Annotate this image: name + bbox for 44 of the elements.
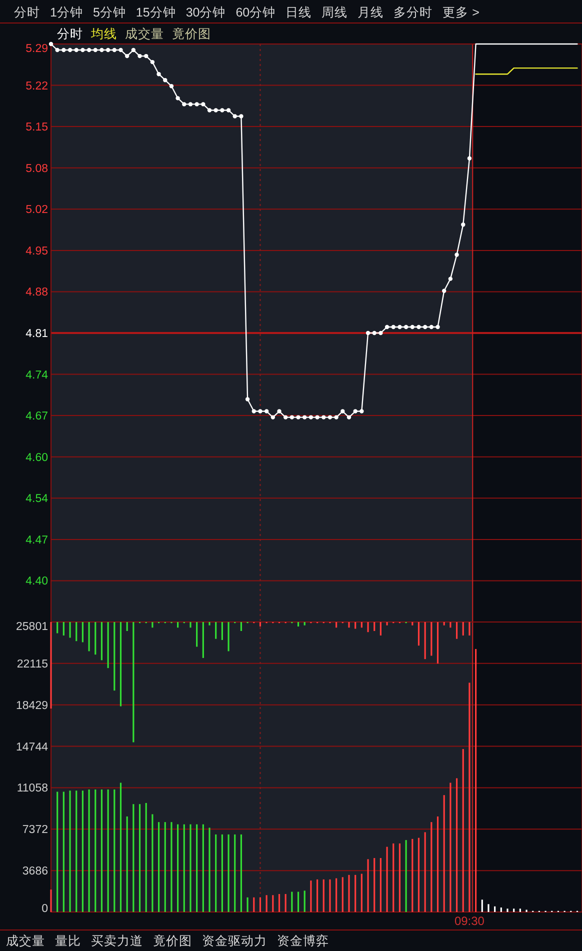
- y-tick-label: 5.29: [26, 43, 48, 55]
- y-tick-label: 11058: [16, 782, 48, 795]
- text: 月线: [358, 6, 384, 20]
- text: 买卖力道: [91, 934, 143, 948]
- y-tick-label: 4.81: [26, 328, 48, 340]
- text: 成交量: [125, 26, 164, 41]
- text: 30分钟: [186, 6, 226, 20]
- y-tick-label: 4.60: [26, 452, 48, 464]
- y-tick-label: 4.54: [26, 493, 49, 506]
- text: 资金驱动力: [202, 934, 267, 948]
- y-tick-label: 5.08: [26, 162, 48, 175]
- y-tick-label: 3686: [22, 866, 48, 878]
- text: 均线: [90, 27, 117, 41]
- y-tick-label: 14744: [16, 741, 49, 754]
- y-tick-label: 4.95: [26, 245, 48, 258]
- text: 15分钟: [136, 6, 176, 20]
- text: 资金博弈: [277, 933, 329, 948]
- y-tick-label: 18429: [16, 700, 48, 712]
- text: 60分钟: [236, 6, 276, 20]
- y-tick-label: 5.02: [26, 204, 48, 216]
- y-tick-label: 4.67: [26, 410, 48, 423]
- text: 成交量: [6, 933, 45, 948]
- y-tick-label: 4.88: [26, 286, 48, 299]
- y-tick-label: 5.22: [26, 80, 48, 92]
- y-tick-label: 4.47: [26, 534, 48, 546]
- series-label: 分时: [57, 27, 83, 41]
- text: 日线: [286, 6, 312, 20]
- y-tick-label: 5.15: [26, 122, 48, 134]
- y-tick-label: 4.40: [26, 576, 48, 588]
- text: 竟价图: [153, 934, 192, 948]
- x-tick-label: 09:30: [454, 914, 485, 928]
- y-tick-label: 0: [42, 903, 48, 915]
- y-tick-label: 25801: [16, 621, 48, 633]
- text: 分时: [14, 6, 40, 20]
- y-tick-label: 4.74: [26, 369, 49, 382]
- y-tick-label: 7372: [22, 824, 48, 836]
- text: 竟价图: [172, 27, 211, 41]
- text: 1分钟: [50, 6, 83, 20]
- text: 5分钟: [92, 6, 126, 20]
- text: 量比: [55, 934, 81, 948]
- text: 更多 >: [442, 6, 480, 20]
- y-tick-label: 22115: [16, 658, 48, 670]
- text: 多分时: [394, 6, 433, 20]
- text: 周线: [322, 6, 348, 20]
